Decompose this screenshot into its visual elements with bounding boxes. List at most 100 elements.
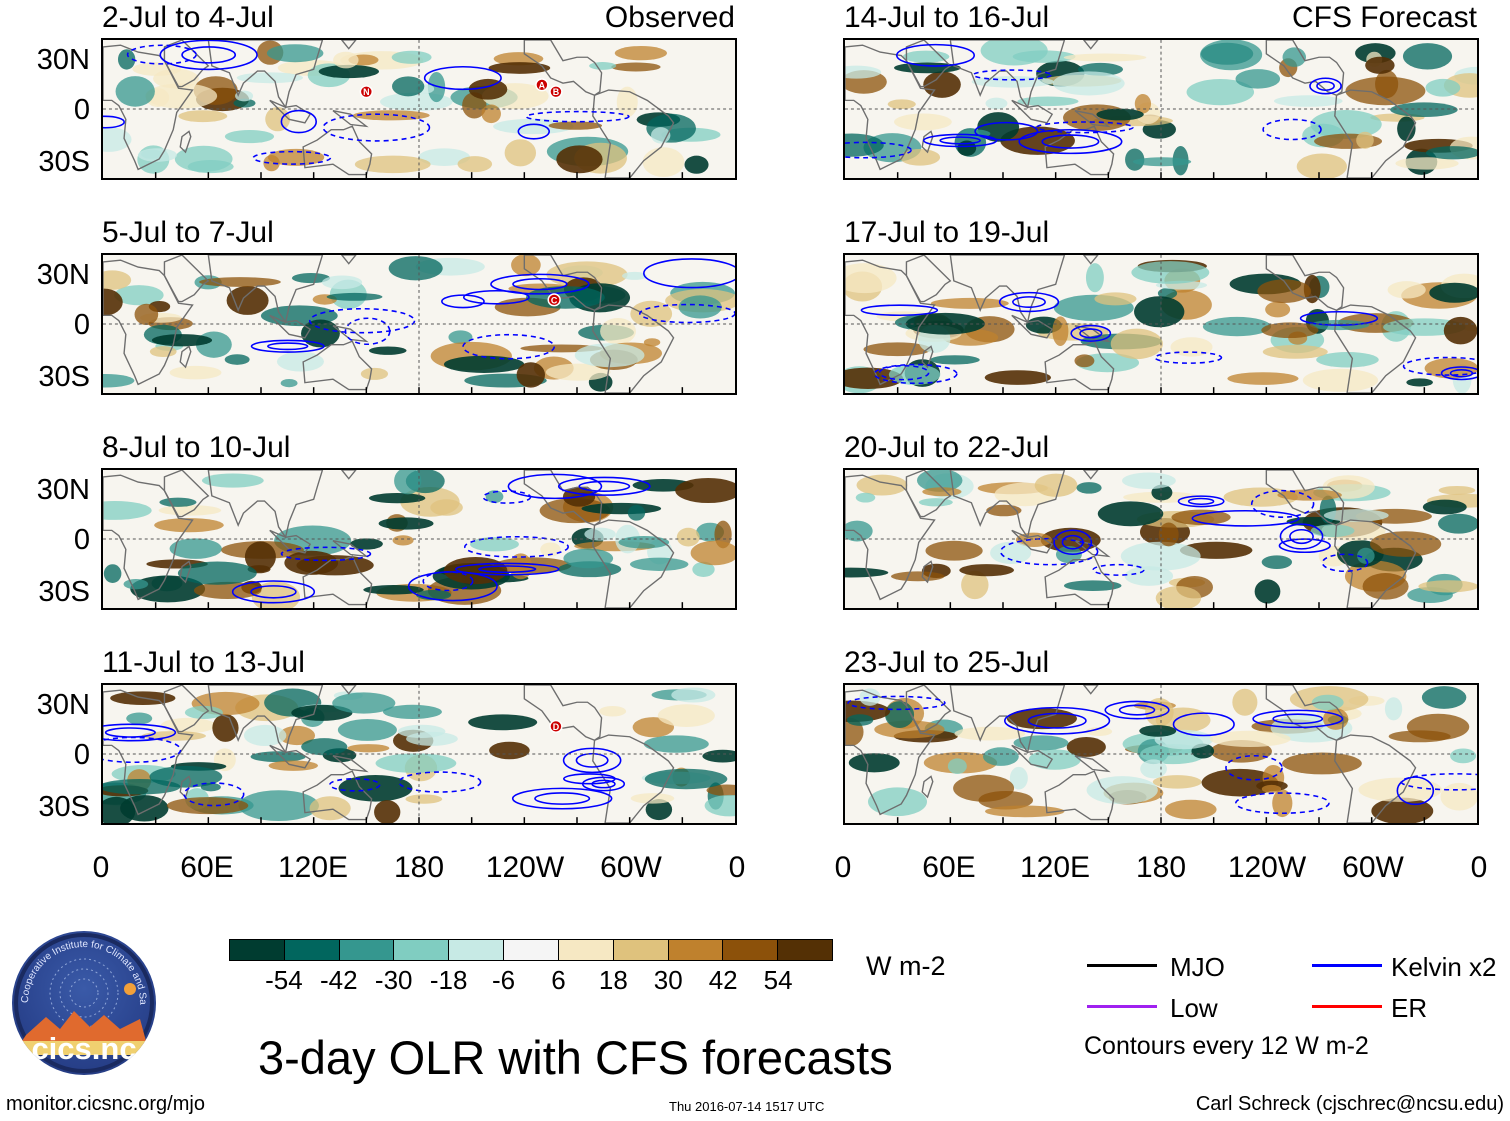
coastline (523, 685, 603, 741)
olr-anomaly-blob (574, 343, 645, 368)
storm-marker-label: D (553, 722, 559, 732)
legend-line-kelvin (1312, 964, 1382, 967)
lat-label: 0 (73, 739, 90, 771)
lon-label: 60W (1342, 851, 1404, 884)
olr-anomaly-blob (244, 541, 276, 573)
olr-anomaly-blob (1365, 56, 1395, 74)
olr-anomaly-blob (1261, 322, 1319, 339)
colorbar-tick-label: 42 (708, 965, 738, 995)
coastline (269, 99, 312, 124)
olr-anomaly-blob (130, 575, 206, 603)
lon-label: 120E (1019, 851, 1091, 884)
storm-marker-label: B (553, 87, 559, 97)
kelvin-contour (1187, 497, 1215, 505)
olr-anomaly-blob (103, 288, 123, 316)
legend-label-kelvin: Kelvin x2 (1391, 952, 1497, 982)
panel-title: 8-Jul to 10-Jul (102, 431, 291, 464)
kelvin-contour (575, 752, 609, 768)
coastline (949, 470, 1066, 539)
lon-label: 0 (1470, 851, 1488, 884)
olr-anomaly-blob (350, 538, 383, 550)
kelvin-contour (1321, 553, 1369, 573)
olr-anomaly-blob (644, 768, 728, 790)
olr-anomaly-blob (488, 62, 551, 74)
olr-anomaly-blob (616, 86, 638, 118)
olr-anomaly-blob (676, 527, 700, 547)
olr-anomaly-blob (504, 139, 537, 167)
olr-anomaly-blob (1406, 713, 1470, 741)
olr-anomaly-blob (985, 805, 1065, 818)
colorbar-tick-label: -6 (491, 965, 516, 995)
coastline (302, 770, 373, 821)
olr-anomaly-blob (266, 44, 324, 63)
olr-anomaly-blob (134, 303, 159, 326)
site-link[interactable]: monitor.cicsnc.org/mjo (6, 1093, 205, 1115)
olr-anomaly-blob (1131, 261, 1210, 284)
olr-anomaly-blob (468, 78, 508, 100)
colorbar (229, 939, 833, 961)
lon-label: 60E (180, 851, 234, 884)
colorbar-swatch (394, 940, 450, 960)
kelvin-contour (231, 580, 316, 604)
olr-anomaly-blob (354, 155, 431, 174)
olr-anomaly-blob (990, 541, 1032, 565)
logo-text: cics.nc (31, 1031, 137, 1066)
coastline (103, 474, 194, 601)
kelvin-contour (250, 339, 325, 353)
kelvin-contour (1250, 489, 1315, 518)
olr-anomaly-blob (427, 71, 446, 103)
olr-anomaly-blob (397, 724, 446, 738)
coastline (845, 474, 936, 601)
lat-label: 0 (73, 524, 90, 556)
coastline (592, 304, 675, 393)
kelvin-contour (1004, 706, 1111, 735)
olr-anomaly-blob (678, 295, 722, 319)
olr-anomaly-blob (675, 477, 735, 504)
map-panel: D (101, 683, 737, 825)
olr-anomaly-blob (1362, 573, 1409, 600)
coastline (207, 685, 324, 754)
olr-anomaly-blob (1273, 95, 1343, 107)
olr-anomaly-blob (845, 520, 873, 542)
olr-anomaly-blob (368, 346, 407, 355)
olr-anomaly-blob (1356, 131, 1374, 149)
kelvin-contour (183, 782, 245, 807)
kelvin-contour (511, 787, 613, 810)
olr-anomaly-blob (443, 355, 525, 373)
olr-anomaly-blob (103, 500, 152, 520)
olr-anomaly-blob (1134, 296, 1185, 328)
coastline (1265, 40, 1345, 96)
olr-anomaly-blob (1110, 328, 1163, 360)
panel-title: 11-Jul to 13-Jul (102, 646, 305, 679)
coastline (103, 689, 194, 816)
olr-anomaly-blob (629, 557, 689, 571)
olr-anomaly-blob (360, 367, 389, 380)
olr-anomaly-blob (1201, 768, 1279, 797)
olr-anomaly-blob (1202, 316, 1271, 337)
storm-marker-icon: A (535, 78, 549, 92)
olr-anomaly-blob (563, 548, 614, 569)
olr-anomaly-blob (894, 62, 961, 74)
kelvin-contour (490, 273, 590, 295)
kelvin-contour (250, 585, 297, 599)
olr-anomaly-blob (151, 334, 213, 347)
olr-anomaly-blob (925, 540, 983, 561)
olr-anomaly-blob (856, 474, 908, 496)
kelvin-contour (1299, 310, 1379, 326)
olr-anomaly-blob (545, 363, 611, 381)
olr-anomaly-blob (337, 718, 397, 741)
storm-marker-icon: C (547, 293, 561, 307)
olr-anomaly-blob (845, 567, 889, 578)
olr-anomaly-blob (546, 261, 628, 288)
olr-anomaly-blob (548, 121, 603, 130)
olr-anomaly-blob (489, 741, 530, 760)
coastline (1074, 110, 1111, 128)
olr-anomaly-blob (692, 561, 715, 577)
olr-anomaly-blob (382, 704, 442, 719)
kelvin-contour (1449, 369, 1474, 378)
olr-anomaly-blob (1085, 263, 1104, 293)
olr-anomaly-blob (959, 564, 1014, 577)
legend-label-er: ER (1391, 993, 1428, 1023)
coastline (207, 40, 324, 109)
olr-anomaly-blob (1302, 368, 1379, 392)
